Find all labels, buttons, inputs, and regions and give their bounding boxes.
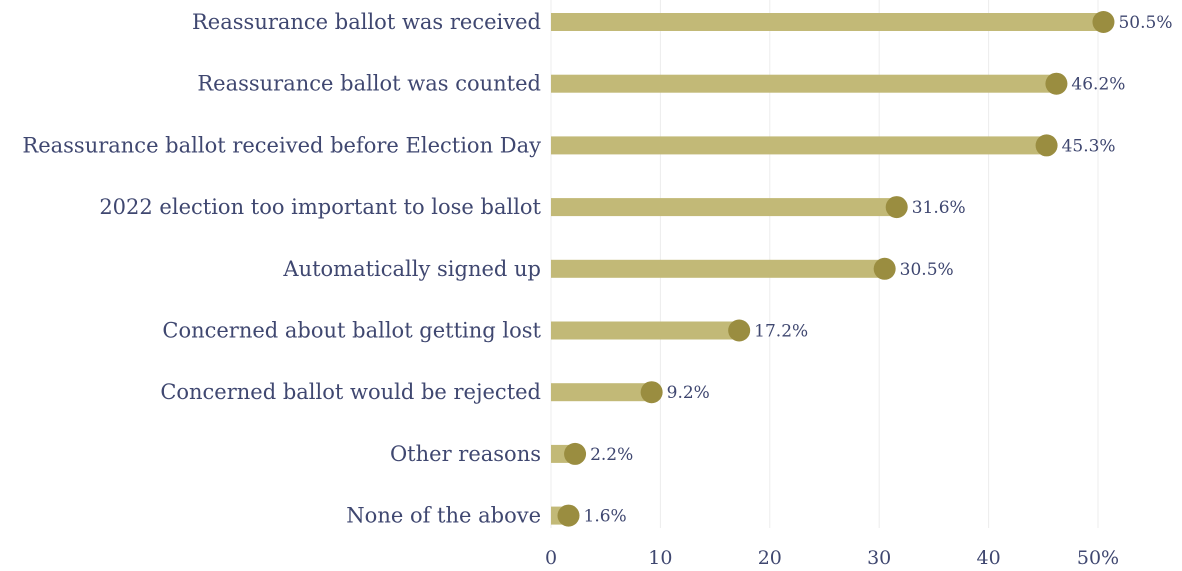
bar-end-dot [1045,72,1068,95]
category-label: Reassurance ballot received before Elect… [22,133,541,157]
x-tick-label: 0 [545,547,557,569]
bar-end-dot [728,319,751,342]
bar [551,321,740,340]
category-label: None of the above [346,504,541,528]
value-label: 31.6% [912,198,966,218]
bar-end-dot [557,504,580,527]
value-label: 2.2% [590,445,633,465]
category-label: Other reasons [390,442,541,466]
dots [557,11,1115,527]
bar-end-dot [1092,11,1115,33]
value-label: 9.2% [667,383,710,403]
x-tick-label: 30 [867,547,891,569]
category-label: 2022 election too important to lose ball… [99,195,541,219]
value-label: 50.5% [1118,13,1172,33]
bar [551,136,1047,155]
x-axis: 0 10 20 30 40 50% [545,547,1119,569]
category-label: Automatically signed up [282,257,541,281]
bar-end-dot [873,257,896,280]
value-label: 30.5% [900,260,954,280]
bar [551,13,1104,31]
bar-end-dot [1035,134,1058,157]
category-label: Concerned ballot would be rejected [160,380,541,404]
value-label: 46.2% [1071,75,1125,95]
bar [551,383,652,402]
value-label: 45.3% [1062,136,1116,156]
category-label: Concerned about ballot getting lost [162,319,541,343]
value-label: 17.2% [754,322,808,342]
x-tick-label: 10 [648,547,672,569]
category-label: Reassurance ballot was received [192,10,541,34]
x-tick-label: 50% [1077,547,1119,569]
x-tick-label: 40 [977,547,1001,569]
value-label: 1.6% [584,507,627,527]
x-tick-label: 20 [758,547,782,569]
bar-end-dot [564,442,587,465]
bar [551,259,885,278]
bar-end-dot [640,381,663,404]
category-label: Reassurance ballot was counted [197,72,541,96]
labels: Reassurance ballot was received 50.5% Reas… [22,10,1172,528]
bar [551,198,897,217]
bars [551,13,1104,525]
bar-end-dot [885,196,908,219]
bar [551,74,1057,93]
